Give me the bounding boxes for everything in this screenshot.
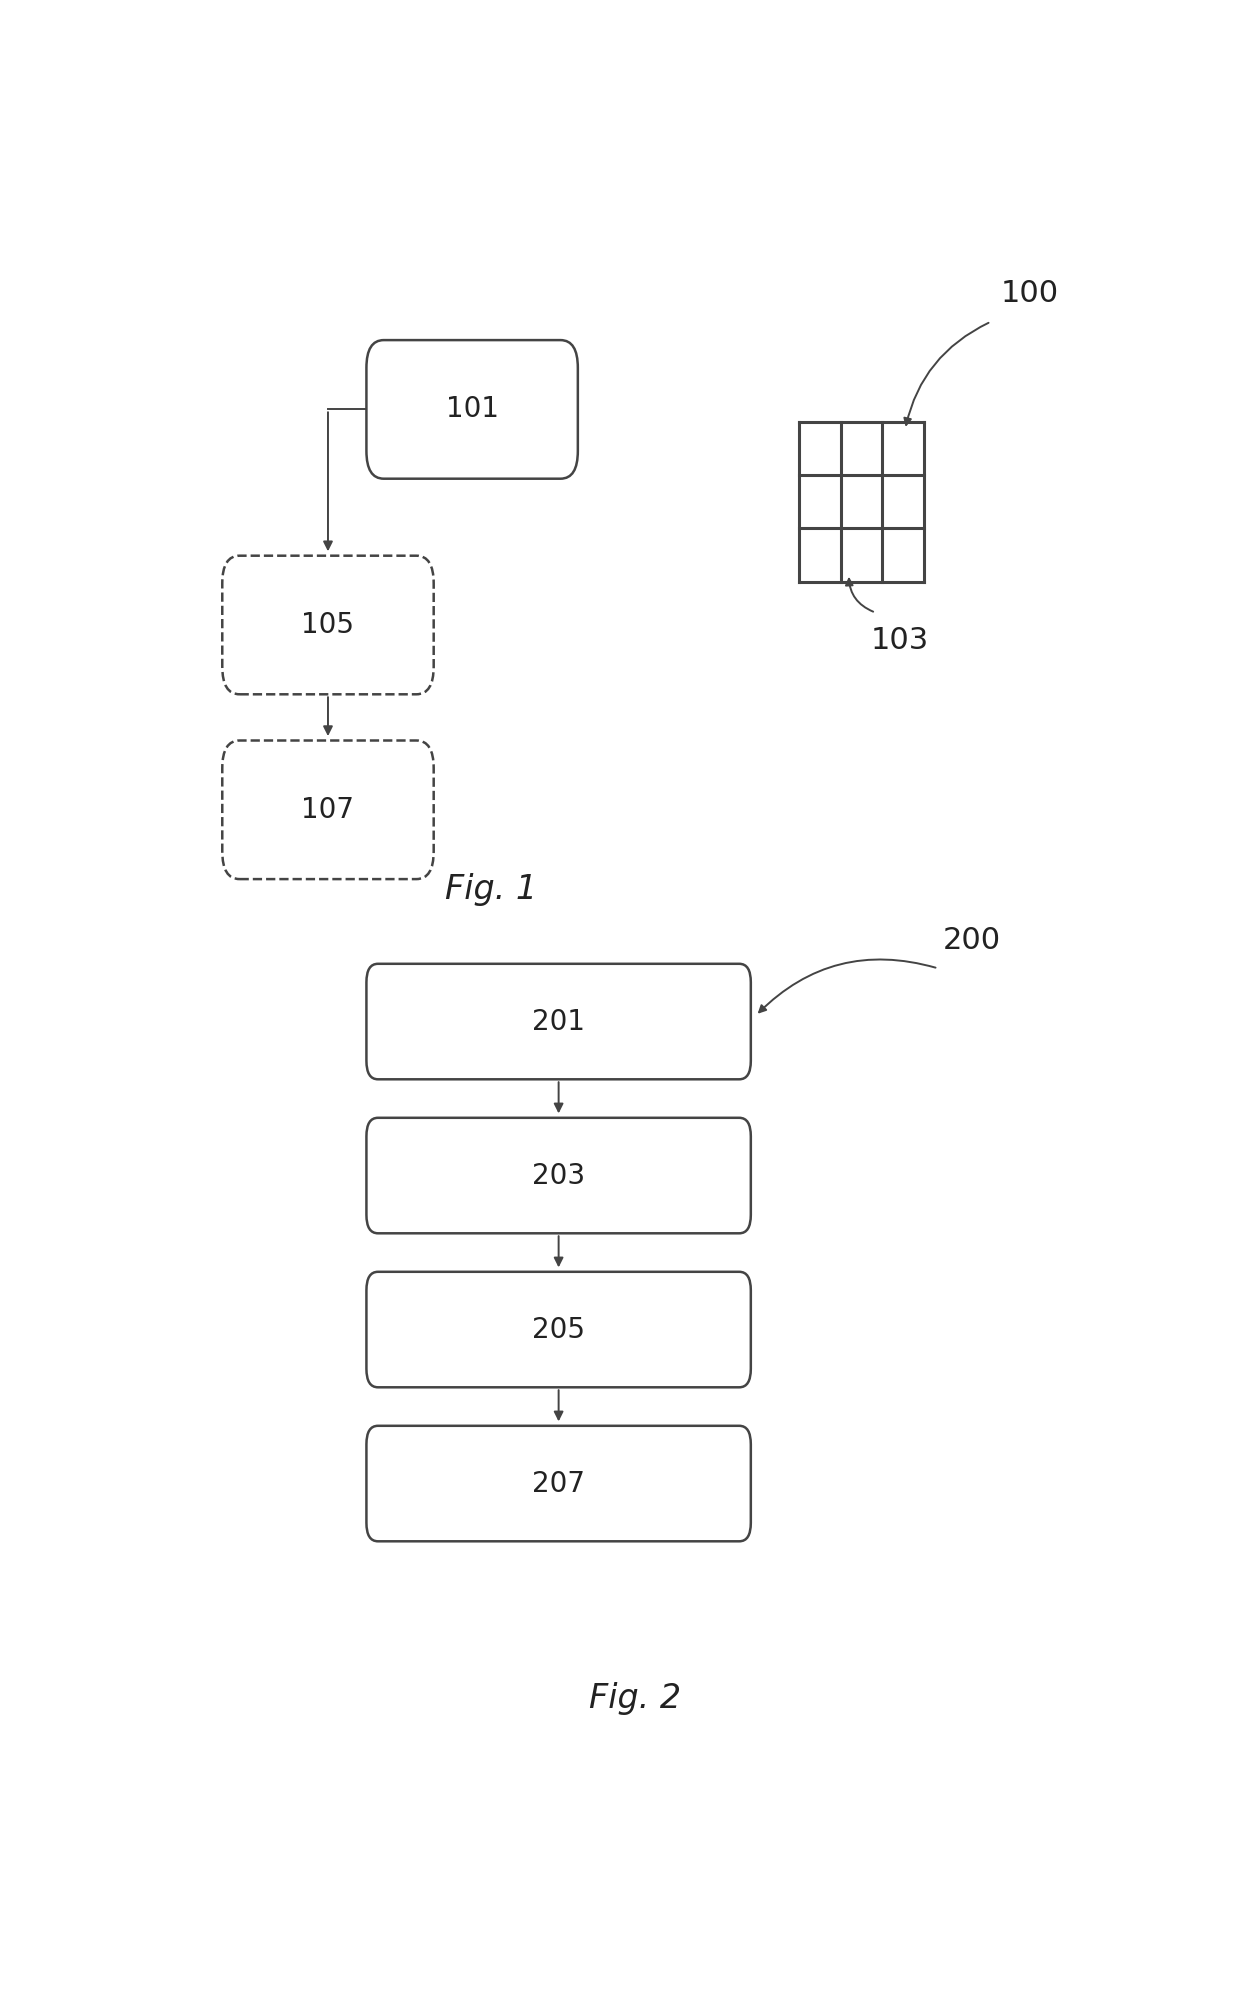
- Text: 205: 205: [532, 1316, 585, 1344]
- Text: 103: 103: [870, 626, 929, 654]
- Text: 203: 203: [532, 1162, 585, 1190]
- Text: 200: 200: [942, 926, 1001, 956]
- FancyBboxPatch shape: [222, 556, 434, 694]
- FancyBboxPatch shape: [367, 1272, 751, 1388]
- FancyBboxPatch shape: [367, 340, 578, 478]
- FancyBboxPatch shape: [222, 740, 434, 880]
- FancyBboxPatch shape: [367, 1118, 751, 1234]
- Text: 101: 101: [445, 396, 498, 424]
- Text: Fig. 1: Fig. 1: [445, 874, 537, 906]
- FancyBboxPatch shape: [367, 1426, 751, 1542]
- Text: 207: 207: [532, 1470, 585, 1498]
- Text: 201: 201: [532, 1008, 585, 1036]
- Text: 105: 105: [301, 612, 355, 640]
- Text: Fig. 2: Fig. 2: [589, 1682, 682, 1714]
- Text: 100: 100: [1001, 280, 1059, 308]
- Text: 107: 107: [301, 796, 355, 824]
- FancyBboxPatch shape: [367, 964, 751, 1080]
